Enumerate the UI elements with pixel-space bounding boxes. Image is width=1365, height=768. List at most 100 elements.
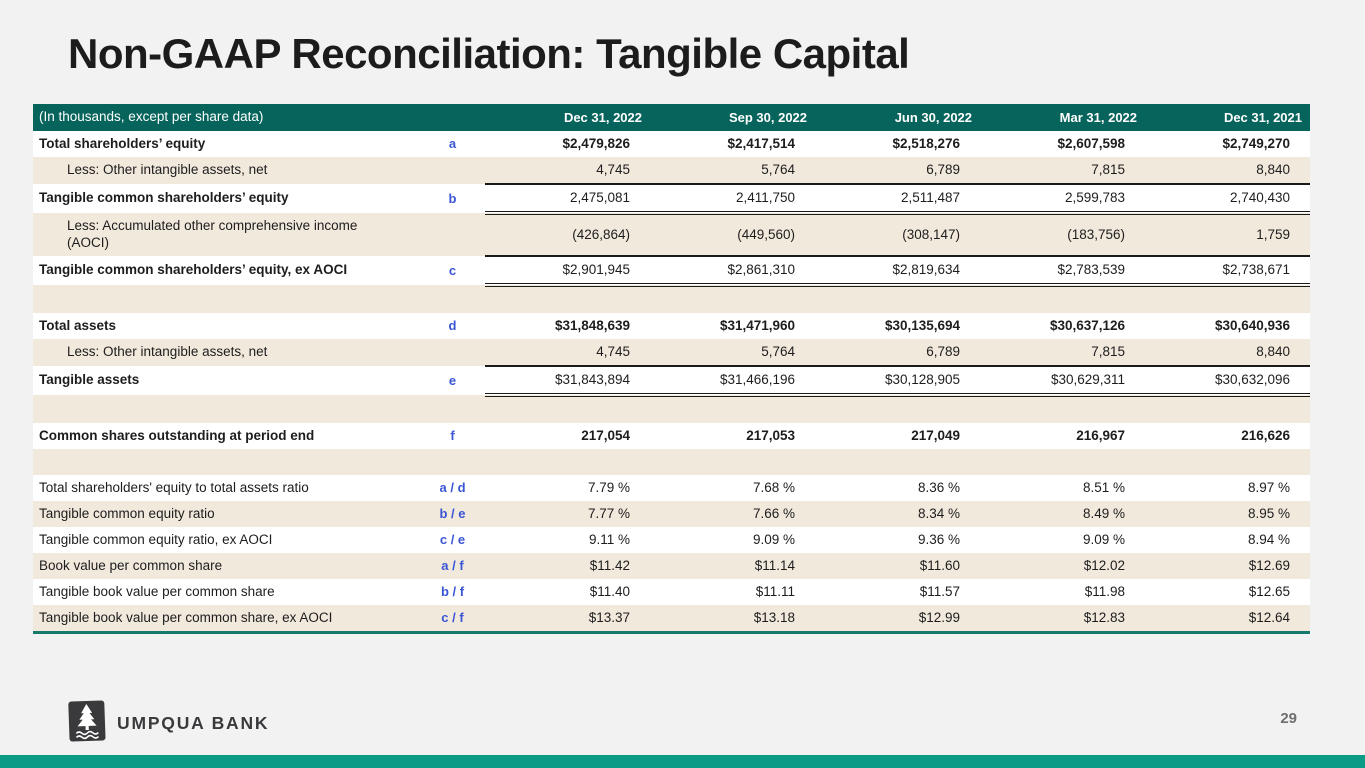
cell-value: 216,626 xyxy=(1241,427,1291,443)
cell-value: $12.65 xyxy=(1248,583,1291,599)
cell-value: $12.99 xyxy=(918,609,961,625)
cell-value: $11.60 xyxy=(919,557,961,573)
cell-value: $2,861,310 xyxy=(650,256,816,287)
spacer-cell xyxy=(33,449,1310,475)
row-code: f xyxy=(450,428,455,444)
cell-value: $30,629,311 xyxy=(980,366,1146,397)
cell-value: $2,479,826 xyxy=(562,135,631,151)
cell-value: 8.95 % xyxy=(1247,505,1291,521)
row-label: Total shareholders’ equity xyxy=(39,135,206,151)
spacer-row xyxy=(33,395,1311,423)
row-code: a / f xyxy=(441,558,464,574)
cell-value: 9.36 % xyxy=(917,531,961,547)
cell-value: $30,128,905 xyxy=(815,366,981,397)
table-row: Less: Accumulated other comprehensive in… xyxy=(33,213,1311,257)
row-label: Tangible common shareholders’ equity xyxy=(39,190,289,206)
table-row: Tangible common shareholders’ equity b 2,4… xyxy=(33,184,1311,215)
table-row: Tangible common equity ratio b / e 7.77 % 7… xyxy=(33,501,1311,527)
cell-value: 8.36 % xyxy=(917,479,961,495)
bottom-accent-bar xyxy=(0,755,1365,768)
table-row: Total shareholders’ equity a $2,479,826 $2,… xyxy=(33,131,1311,157)
cell-value: $2,819,634 xyxy=(815,256,981,287)
cell-value: 7,815 xyxy=(980,339,1146,367)
page-number: 29 xyxy=(1280,710,1297,727)
cell-value: $31,466,196 xyxy=(650,366,816,397)
table-row: Total shareholders' equity to total asse… xyxy=(33,475,1311,501)
row-code: a xyxy=(448,136,457,152)
cell-value: (449,560) xyxy=(650,213,816,257)
cell-value: 216,967 xyxy=(1076,427,1126,443)
cell-value: (183,756) xyxy=(980,213,1146,257)
row-label: Tangible common shareholders’ equity, ex… xyxy=(39,262,348,278)
row-code: c / e xyxy=(439,532,466,548)
company-logo-text: UMPQUA BANK xyxy=(117,713,270,733)
column-header: Jun 30, 2022 xyxy=(815,104,981,131)
cell-value: $12.69 xyxy=(1248,557,1291,573)
cell-value: 2,511,487 xyxy=(815,184,981,215)
cell-value: $13.37 xyxy=(588,609,631,625)
cell-value: 2,475,081 xyxy=(485,184,651,215)
row-code: d xyxy=(448,318,457,334)
spacer-cell xyxy=(33,395,1310,423)
cell-value: $31,848,639 xyxy=(554,317,631,333)
cell-value: $2,738,671 xyxy=(1145,256,1311,287)
table-row: Less: Other intangible assets, net 4,745 5… xyxy=(33,157,1311,185)
cell-value: 8.49 % xyxy=(1082,505,1126,521)
row-label: Tangible book value per common share xyxy=(39,583,275,599)
row-label: Tangible common equity ratio xyxy=(39,505,215,521)
row-code xyxy=(420,157,485,184)
table-row: Book value per common share a / f $11.42 $1… xyxy=(33,553,1311,579)
row-label: Total shareholders' equity to total asse… xyxy=(39,479,309,495)
umpqua-tree-icon xyxy=(67,699,107,747)
spacer-row xyxy=(33,285,1311,313)
cell-value: 5,764 xyxy=(650,339,816,367)
row-label: Tangible book value per common share, ex… xyxy=(39,609,333,625)
cell-value: 8,840 xyxy=(1145,339,1311,367)
cell-value: 8.97 % xyxy=(1247,479,1291,495)
financial-table: (In thousands, except per share data) De… xyxy=(33,104,1311,634)
cell-value: $11.57 xyxy=(919,583,961,599)
cell-value: 1,759 xyxy=(1145,213,1311,257)
cell-value: $11.11 xyxy=(755,583,796,599)
cell-value: (308,147) xyxy=(815,213,981,257)
row-code: c xyxy=(448,262,457,278)
cell-value: $12.83 xyxy=(1083,609,1126,625)
cell-value: $11.42 xyxy=(589,557,631,573)
table-header-row: (In thousands, except per share data) De… xyxy=(33,104,1311,131)
cell-value: 2,740,430 xyxy=(1145,184,1311,215)
row-label: Tangible common equity ratio, ex AOCI xyxy=(39,531,273,547)
table-row: Tangible book value per common share b / … xyxy=(33,579,1311,605)
cell-value: $11.40 xyxy=(589,583,631,599)
cell-value: 8.51 % xyxy=(1082,479,1126,495)
company-logo: UMPQUA BANK xyxy=(68,700,269,747)
cell-value: $11.14 xyxy=(754,557,796,573)
table-row: Total assets d $31,848,639 $31,471,960 $30,1… xyxy=(33,313,1311,339)
row-code xyxy=(420,213,485,256)
cell-value: $12.64 xyxy=(1248,609,1291,625)
cell-value: 7.66 % xyxy=(752,505,796,521)
cell-value: 217,049 xyxy=(911,427,961,443)
cell-value: 7,815 xyxy=(980,157,1146,185)
table-row: Less: Other intangible assets, net 4,745 5… xyxy=(33,339,1311,367)
cell-value: $2,607,598 xyxy=(1057,135,1126,151)
cell-value: $2,518,276 xyxy=(892,135,961,151)
row-code xyxy=(420,339,485,366)
units-note: (In thousands, except per share data) xyxy=(33,104,486,131)
spacer-cell xyxy=(33,285,1310,313)
cell-value: $2,783,539 xyxy=(980,256,1146,287)
table-row: Tangible assets e $31,843,894 $31,466,196 $3… xyxy=(33,366,1311,397)
cell-value: $2,749,270 xyxy=(1222,135,1291,151)
row-label: Book value per common share xyxy=(39,557,223,573)
cell-value: 9.11 % xyxy=(588,531,631,547)
cell-value: 5,764 xyxy=(650,157,816,185)
cell-value: $30,632,096 xyxy=(1145,366,1311,397)
page-title: Non-GAAP Reconciliation: Tangible Capita… xyxy=(68,30,910,77)
cell-value: 8.94 % xyxy=(1247,531,1291,547)
cell-value: $30,640,936 xyxy=(1214,317,1291,333)
row-label: Tangible assets xyxy=(39,372,140,388)
cell-value: 217,053 xyxy=(746,427,796,443)
cell-value: 7.79 % xyxy=(587,479,631,495)
table-row: Tangible book value per common share, ex… xyxy=(33,605,1311,633)
cell-value: $30,637,126 xyxy=(1049,317,1126,333)
